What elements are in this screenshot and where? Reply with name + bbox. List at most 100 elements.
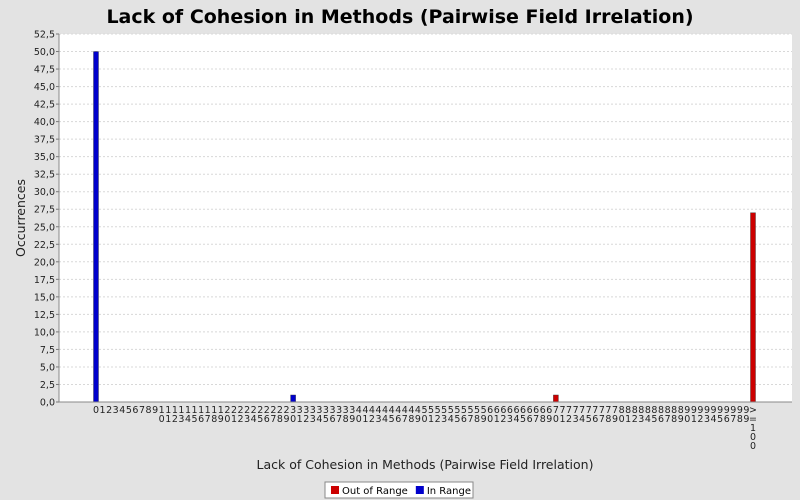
x-tick-label: 5 (323, 414, 329, 425)
x-tick-label: 9 (152, 405, 158, 416)
x-tick-label: 5 (474, 405, 480, 416)
x-tick-label: 9 (691, 405, 697, 416)
x-tick-label: 5 (428, 405, 434, 416)
x-tick-label: 1 (297, 414, 303, 425)
x-tick-label: 4 (185, 414, 191, 425)
x-tick-label: 7 (566, 405, 572, 416)
x-tick-label: 9 (717, 405, 723, 416)
x-tick-label: 8 (474, 414, 480, 425)
x-tick-label: 1 (172, 405, 178, 416)
x-tick-label: 6 (487, 405, 493, 416)
x-tick-label: 9 (737, 405, 743, 416)
x-tick-label: 4 (395, 405, 401, 416)
x-tick-label: 2 (369, 414, 375, 425)
x-tick-label: 1 (159, 405, 165, 416)
x-tick-label: 7 (605, 405, 611, 416)
y-tick-label: 25,0 (34, 222, 55, 233)
x-tick-label: 9 (678, 414, 684, 425)
x-tick-label: 4 (645, 414, 651, 425)
x-tick-label: 9 (284, 414, 290, 425)
x-tick-label: 9 (730, 405, 736, 416)
x-tick-label: 7 (559, 405, 565, 416)
x-tick-label: 2 (251, 405, 257, 416)
x-tick-label: 7 (573, 405, 579, 416)
x-tick-label: 2 (435, 414, 441, 425)
x-tick-label: 7 (599, 414, 605, 425)
x-tick-label: 7 (139, 405, 145, 416)
x-tick-label: 2 (264, 405, 270, 416)
x-tick-label: 4 (389, 405, 395, 416)
x-tick-label: 7 (205, 414, 211, 425)
x-tick-label: = (749, 414, 757, 425)
x-tick-label: 0 (159, 414, 165, 425)
x-tick-label: 0 (619, 414, 625, 425)
y-axis-label: Occurrences (13, 179, 28, 257)
x-tick-label: 9 (743, 414, 749, 425)
x-tick-label: 7 (592, 405, 598, 416)
x-tick-label: 6 (329, 414, 335, 425)
x-axis: 0 1 2 3 4 5 6 7 8 9 101112131415161718192021222324… (59, 401, 792, 452)
x-tick-label: 3 (336, 405, 342, 416)
x-tick-label: 4 (362, 405, 368, 416)
x-tick-label: 8 (665, 405, 671, 416)
x-tick-label: 3 (290, 405, 296, 416)
y-tick-label: 17,5 (34, 275, 55, 286)
x-tick-label: 6 (494, 405, 500, 416)
y-tick-label: 50,0 (34, 47, 55, 58)
chart-title: Lack of Cohesion in Methods (Pairwise Fi… (106, 6, 693, 28)
x-tick-label: 5 (651, 414, 657, 425)
bar (93, 51, 99, 403)
x-tick-label: 2 (284, 405, 290, 416)
x-tick-label: 3 (323, 405, 329, 416)
x-tick-label: 8 (619, 405, 625, 416)
x-tick-label: 5 (717, 414, 723, 425)
x-tick-label: 6 (520, 405, 526, 416)
x-tick-label: 1 (211, 405, 217, 416)
legend-swatch (415, 486, 424, 494)
x-tick-label: 3 (349, 405, 355, 416)
x-axis-label: Lack of Cohesion in Methods (Pairwise Fi… (257, 457, 594, 472)
x-tick-label: 3 (310, 414, 316, 425)
y-tick-label: 37,5 (34, 135, 55, 146)
x-tick-label: 0 (684, 414, 690, 425)
x-tick-label: 4 (448, 414, 454, 425)
x-tick-label: 6 (264, 414, 270, 425)
x-tick-label: 2 (244, 405, 250, 416)
x-tick-label: 5 (461, 405, 467, 416)
x-tick-label: 1 (625, 414, 631, 425)
x-tick-label: 0 (553, 414, 559, 425)
x-tick-label: 5 (192, 414, 198, 425)
x-tick-label: 8 (671, 414, 677, 425)
x-tick-label: 0 (487, 414, 493, 425)
bar (553, 394, 559, 403)
x-tick-label: 1 (165, 414, 171, 425)
legend-label: In Range (427, 486, 471, 497)
x-tick-label: 6 (395, 414, 401, 425)
x-tick-label: 7 (586, 405, 592, 416)
x-tick-label: 1 (192, 405, 198, 416)
x-tick-label: 3 (113, 405, 119, 416)
x-tick-label: 4 (119, 405, 125, 416)
x-tick-label: 1 (205, 405, 211, 416)
x-tick-label: 8 (638, 405, 644, 416)
plot-area (59, 34, 792, 402)
bar (750, 212, 756, 403)
x-tick-label: 3 (375, 414, 381, 425)
x-tick-label: 1 (218, 405, 224, 416)
x-tick-label: 9 (546, 414, 552, 425)
x-tick-label: 6 (132, 405, 138, 416)
x-tick-label: 1 (750, 423, 756, 434)
x-tick-label: 5 (520, 414, 526, 425)
x-tick-label: 1 (559, 414, 565, 425)
x-tick-label: > (749, 405, 757, 416)
x-tick-label: 4 (402, 405, 408, 416)
y-axis: 0,0 2,5 5,0 7,5 10,0 12,5 15,0 17,5 20,0 22,5 25,0… (34, 30, 60, 409)
x-tick-label: 8 (632, 405, 638, 416)
y-tick-label: 52,5 (34, 30, 55, 41)
x-tick-label: 4 (579, 414, 585, 425)
x-tick-label: 6 (513, 405, 519, 416)
x-tick-label: 8 (671, 405, 677, 416)
x-tick-label: 0 (290, 414, 296, 425)
x-tick-label: 7 (553, 405, 559, 416)
